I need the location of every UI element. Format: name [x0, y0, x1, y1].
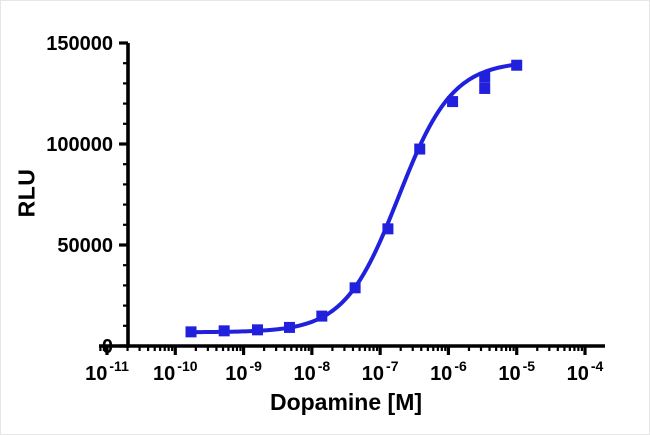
data-point-marker [218, 325, 230, 337]
x-tick-label: 10 -4 [567, 358, 604, 385]
y-tick-label: 100000 [46, 134, 113, 156]
data-point-marker [479, 71, 491, 83]
y-tick-label: 50000 [57, 235, 113, 257]
x-tick-label: 10 -11 [85, 358, 129, 385]
data-point-marker [479, 82, 491, 94]
data-point-marker [283, 321, 295, 333]
x-axis-title: Dopamine [M] [269, 389, 423, 415]
data-point-marker [382, 223, 394, 235]
x-tick-label: 10 -6 [430, 358, 467, 385]
data-point-marker [185, 326, 197, 338]
data-point-marker [511, 59, 523, 71]
y-tick-label: 0 [102, 336, 113, 358]
x-tick-label: 10 -7 [362, 358, 399, 385]
data-point-marker [414, 143, 426, 155]
y-axis-title: RLU [13, 168, 40, 218]
data-point-marker [349, 282, 361, 294]
data-point-marker [447, 96, 459, 108]
y-tick-label: 150000 [46, 33, 113, 55]
x-tick-label: 10 -5 [498, 358, 535, 385]
data-point-marker [252, 324, 264, 336]
x-tick-label: 10 -8 [294, 358, 331, 385]
x-tick-label: 10 -9 [225, 358, 262, 385]
data-point-marker [316, 310, 328, 322]
x-tick-label: 10 -10 [153, 358, 198, 385]
